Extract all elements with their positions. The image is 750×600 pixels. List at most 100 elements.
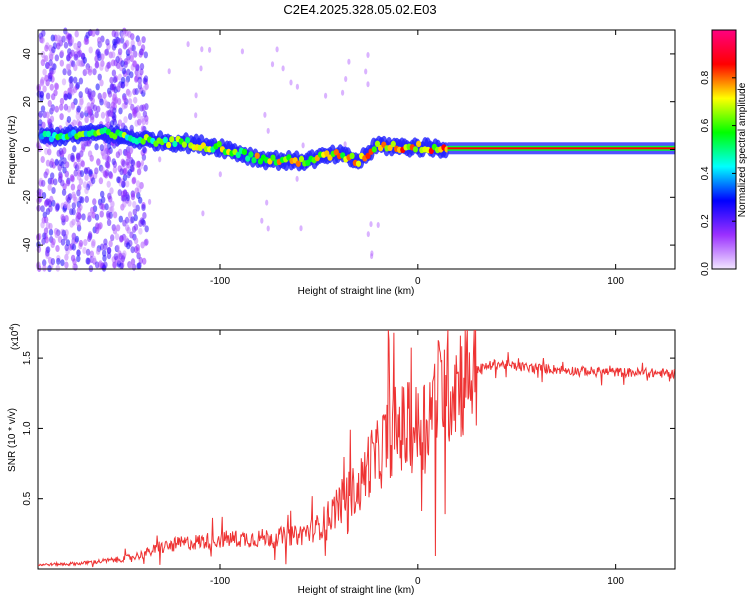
- noise-speckle: [111, 30, 117, 38]
- noise-speckle: [64, 215, 69, 222]
- noise-speckle: [70, 49, 75, 57]
- noise-speckle: [112, 261, 118, 269]
- noise-speckle: [45, 198, 50, 206]
- noise-speckle: [106, 219, 112, 227]
- noise-speckle: [59, 50, 65, 57]
- noise-speckle: [45, 159, 51, 167]
- noise-speckle: [94, 167, 99, 175]
- noise-speckle: [96, 159, 101, 167]
- noise-speckle: [343, 141, 347, 148]
- noise-speckle: [127, 47, 132, 55]
- noise-speckle: [87, 235, 92, 242]
- noise-speckle: [299, 225, 303, 232]
- ridge-core: [412, 146, 419, 153]
- noise-speckle: [59, 97, 65, 105]
- noise-speckle: [58, 173, 63, 181]
- noise-speckle: [120, 60, 125, 68]
- noise-speckle: [59, 113, 64, 121]
- noise-speckle: [98, 40, 103, 48]
- noise-speckle: [73, 64, 78, 72]
- noise-speckle: [45, 249, 50, 257]
- noise-speckle: [158, 156, 162, 163]
- noise-speckle: [138, 227, 143, 235]
- noise-speckle: [122, 42, 128, 50]
- noise-speckle: [117, 119, 123, 127]
- ridge-core: [305, 159, 311, 166]
- noise-speckle: [105, 38, 110, 46]
- noise-speckle: [100, 53, 105, 61]
- noise-speckle: [125, 158, 130, 166]
- noise-speckle: [92, 198, 97, 206]
- noise-speckle: [89, 250, 95, 258]
- noise-speckle: [141, 118, 146, 126]
- noise-speckle: [90, 177, 96, 185]
- noise-speckle: [40, 156, 45, 163]
- snr-y-multiplier: (x104): [9, 323, 21, 350]
- spectrogram-x-axis-title: Height of straight line (km): [298, 286, 415, 297]
- noise-speckle: [134, 75, 139, 83]
- noise-speckle: [369, 221, 373, 228]
- noise-speckle: [58, 147, 64, 155]
- noise-speckle: [72, 119, 77, 127]
- noise-speckle: [82, 247, 87, 254]
- noise-speckle: [54, 54, 59, 62]
- noise-speckle: [43, 227, 49, 235]
- noise-speckle: [83, 38, 89, 45]
- noise-speckle: [115, 36, 121, 44]
- noise-speckle: [119, 235, 124, 243]
- noise-speckle: [135, 105, 141, 113]
- noise-speckle: [56, 34, 61, 42]
- noise-speckle: [43, 216, 49, 224]
- noise-speckle: [56, 257, 61, 265]
- ridge-core: [162, 136, 168, 144]
- snr-panel: [37, 329, 676, 568]
- noise-speckle: [41, 237, 46, 245]
- noise-speckle: [111, 51, 116, 59]
- noise-speckle: [126, 171, 131, 179]
- noise-speckle: [62, 68, 67, 76]
- noise-speckle: [73, 196, 78, 204]
- ridge-core: [45, 130, 51, 138]
- noise-speckle: [121, 180, 126, 188]
- noise-speckle: [98, 260, 103, 268]
- noise-speckle: [91, 29, 96, 37]
- noise-speckle: [45, 92, 51, 100]
- noise-speckle: [42, 68, 47, 76]
- noise-speckle: [240, 48, 244, 55]
- noise-speckle: [281, 65, 285, 72]
- noise-speckle: [70, 103, 76, 111]
- noise-speckle: [137, 78, 143, 86]
- noise-speckle: [49, 83, 54, 91]
- noise-speckle: [61, 229, 66, 237]
- noise-speckle: [94, 111, 99, 119]
- noise-speckle: [109, 187, 114, 195]
- noise-speckle: [99, 63, 104, 71]
- noise-speckle: [118, 107, 123, 115]
- noise-speckle: [104, 100, 109, 108]
- noise-speckle: [265, 199, 269, 206]
- ridge-core: [327, 154, 333, 161]
- noise-speckle: [40, 105, 46, 113]
- noise-speckle: [85, 31, 90, 39]
- noise-speckle: [94, 61, 100, 69]
- noise-speckle: [132, 107, 137, 115]
- noise-speckle: [128, 113, 133, 120]
- ridge-core: [416, 140, 422, 148]
- noise-speckle: [134, 187, 139, 195]
- noise-speckle: [64, 261, 69, 269]
- noise-speckle: [65, 239, 71, 247]
- noise-speckle: [63, 103, 69, 111]
- noise-speckle: [69, 208, 74, 216]
- noise-speckle: [40, 51, 46, 58]
- noise-speckle: [51, 46, 56, 54]
- noise-speckle: [95, 83, 100, 91]
- noise-speckle: [42, 259, 47, 267]
- colorbar-tick-label: 0.0: [700, 262, 711, 276]
- noise-speckle: [126, 242, 131, 250]
- noise-speckle: [48, 205, 53, 213]
- noise-speckle: [132, 201, 137, 208]
- noise-speckle: [68, 87, 74, 95]
- spectrogram-y-tick-label: 40: [22, 48, 33, 60]
- noise-speckle: [100, 166, 105, 174]
- noise-speckle: [137, 39, 142, 47]
